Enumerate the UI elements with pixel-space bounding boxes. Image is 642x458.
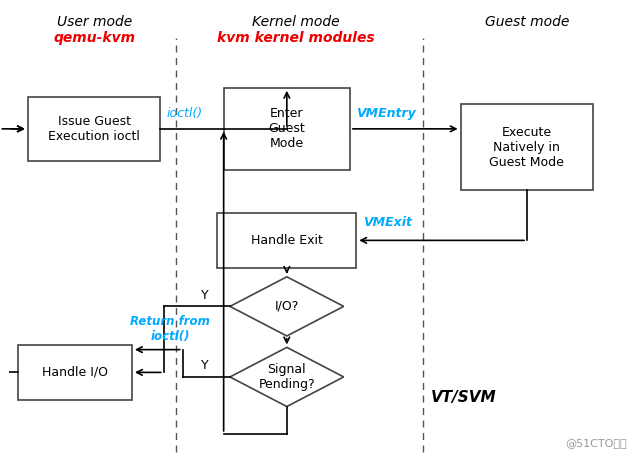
- Text: VMExit: VMExit: [363, 216, 412, 229]
- Bar: [218, 213, 356, 267]
- Polygon shape: [230, 277, 343, 336]
- Text: Issue Guest
Execution ioctl: Issue Guest Execution ioctl: [48, 115, 140, 143]
- Text: Y: Y: [201, 360, 209, 372]
- Text: VT/SVM: VT/SVM: [431, 390, 496, 405]
- Text: kvm kernel modules: kvm kernel modules: [218, 31, 375, 45]
- Text: VMEntry: VMEntry: [356, 107, 416, 120]
- Text: ioctl(): ioctl(): [167, 107, 203, 120]
- Text: @51CTO博客: @51CTO博客: [566, 438, 627, 448]
- Text: Signal
Pending?: Signal Pending?: [259, 363, 315, 391]
- Bar: [460, 104, 593, 191]
- Text: Enter
Guest
Mode: Enter Guest Mode: [268, 107, 305, 150]
- Text: qemu-kvm: qemu-kvm: [53, 31, 135, 45]
- Text: Return from
ioctl(): Return from ioctl(): [130, 316, 210, 344]
- Text: Execute
Natively in
Guest Mode: Execute Natively in Guest Mode: [489, 125, 564, 169]
- Text: Kernel mode: Kernel mode: [252, 15, 340, 29]
- Bar: [28, 97, 160, 161]
- Text: Y: Y: [201, 289, 209, 302]
- Bar: [223, 88, 350, 170]
- Polygon shape: [230, 347, 343, 407]
- Text: Handle I/O: Handle I/O: [42, 366, 108, 379]
- Bar: [19, 345, 132, 400]
- Text: User mode: User mode: [56, 15, 132, 29]
- Text: Guest mode: Guest mode: [485, 15, 569, 29]
- Text: I/O?: I/O?: [275, 300, 299, 313]
- Text: Handle Exit: Handle Exit: [251, 234, 323, 247]
